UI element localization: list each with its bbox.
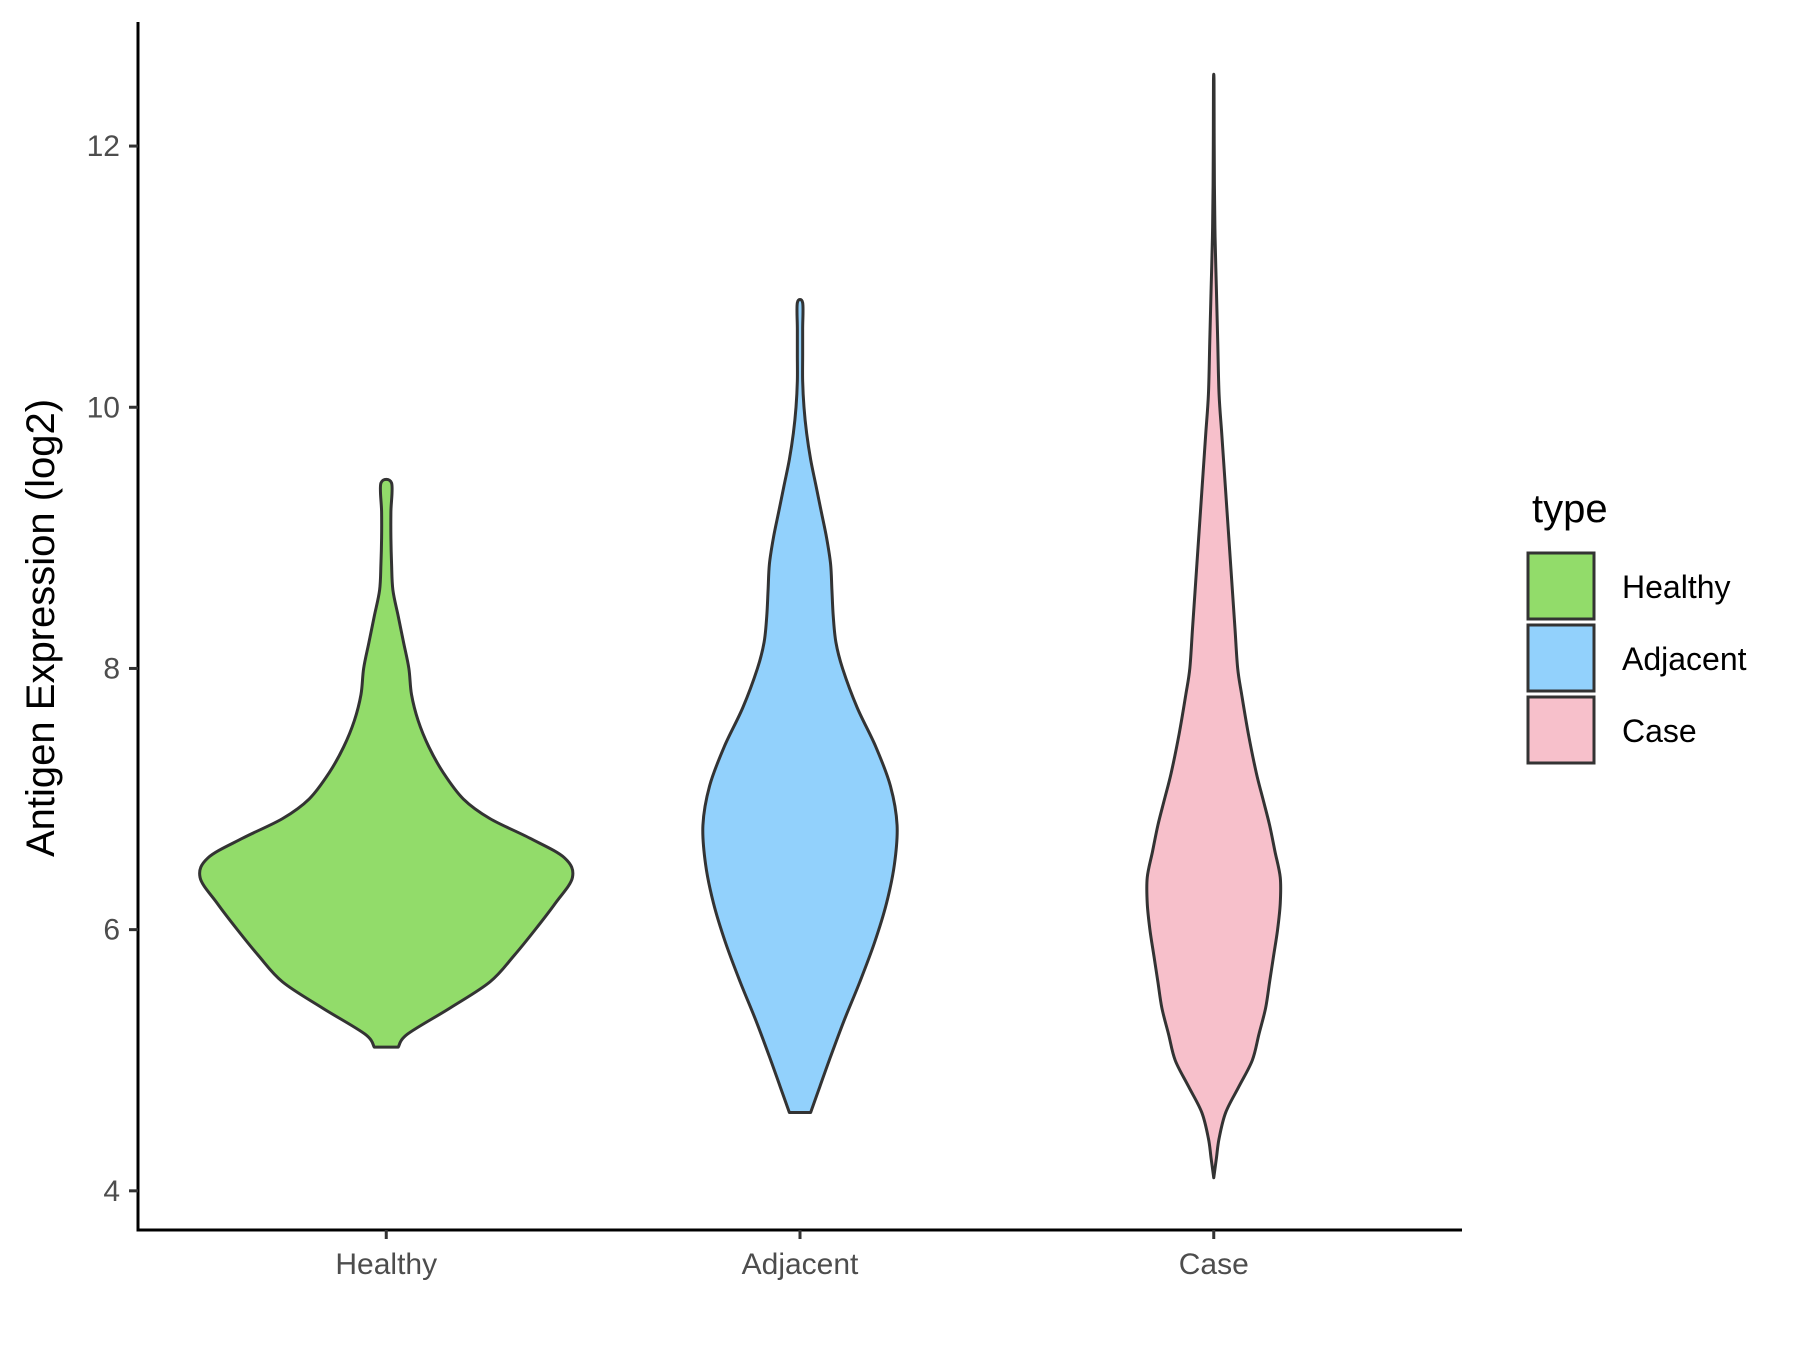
violin-case [1145, 72, 1283, 1180]
violin-adjacent [701, 298, 899, 1114]
legend-label-case: Case [1622, 713, 1697, 749]
y-tick-label: 8 [103, 652, 120, 685]
x-axis-ticks: Healthy Adjacent Case [335, 1230, 1249, 1281]
y-axis-title: Antigen Expression (log2) [19, 399, 63, 857]
y-tick-label: 4 [103, 1175, 120, 1208]
legend-key-healthy [1526, 551, 1596, 621]
x-tick-label: Healthy [335, 1248, 437, 1281]
y-tick-label: 12 [87, 130, 120, 163]
y-tick-label: 6 [103, 914, 120, 947]
legend-key-case [1526, 695, 1596, 765]
y-tick-label: 10 [87, 391, 120, 424]
legend-key-adjacent [1526, 623, 1596, 693]
legend: type Healthy Adjacent Case [1526, 487, 1747, 765]
legend-label-adjacent: Adjacent [1622, 641, 1747, 677]
violin-layer [198, 72, 1283, 1180]
legend-items: Healthy Adjacent Case [1526, 551, 1747, 765]
x-tick-label: Case [1179, 1248, 1249, 1281]
legend-title: type [1532, 487, 1608, 531]
violin-healthy [198, 477, 575, 1049]
legend-label-healthy: Healthy [1622, 569, 1731, 605]
x-tick-label: Adjacent [742, 1248, 859, 1281]
y-axis-ticks: 4 6 8 10 12 [87, 130, 138, 1208]
